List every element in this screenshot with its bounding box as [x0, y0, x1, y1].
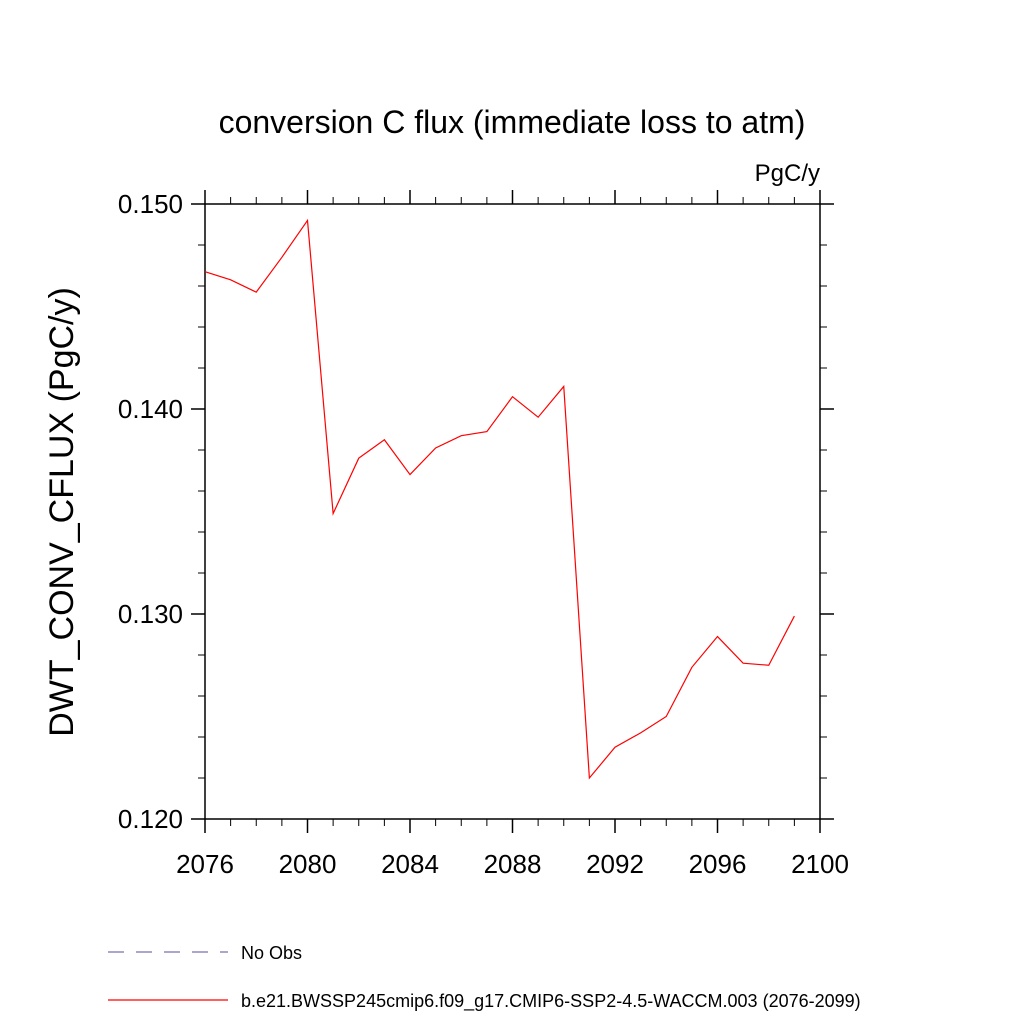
plot-lines: [204, 218, 795, 780]
y-tick-label: 0.120: [118, 804, 183, 834]
x-tick-label: 2092: [586, 849, 644, 879]
units-label: PgC/y: [755, 160, 820, 187]
legend-label-0: No Obs: [241, 943, 302, 963]
y-tick-label: 0.140: [118, 394, 183, 424]
plot-frame: [204, 203, 821, 820]
y-tick-label: 0.130: [118, 599, 183, 629]
legend: No Obs b.e21.BWSSP245cmip6.f09_g17.CMIP6-…: [108, 943, 861, 1012]
y-axis-label: DWT_CONV_CFLUX (PgC/y): [43, 287, 81, 737]
legend-label-1: b.e21.BWSSP245cmip6.f09_g17.CMIP6-SSP2-4…: [241, 991, 861, 1012]
x-tick-label: 2076: [176, 849, 234, 879]
series-line-0: [204, 218, 795, 780]
x-tick-label: 2100: [791, 849, 849, 879]
axes: 2076 2080 2084 2088 2092 2096 2100 0.120 0.130 0.…: [118, 189, 849, 879]
x-tick-label: 2096: [689, 849, 747, 879]
chart-title: conversion C flux (immediate loss to atm…: [219, 104, 806, 140]
y-tick-label: 0.150: [118, 189, 183, 219]
x-tick-label: 2088: [484, 849, 542, 879]
x-tick-label: 2080: [279, 849, 337, 879]
x-tick-label: 2084: [381, 849, 439, 879]
